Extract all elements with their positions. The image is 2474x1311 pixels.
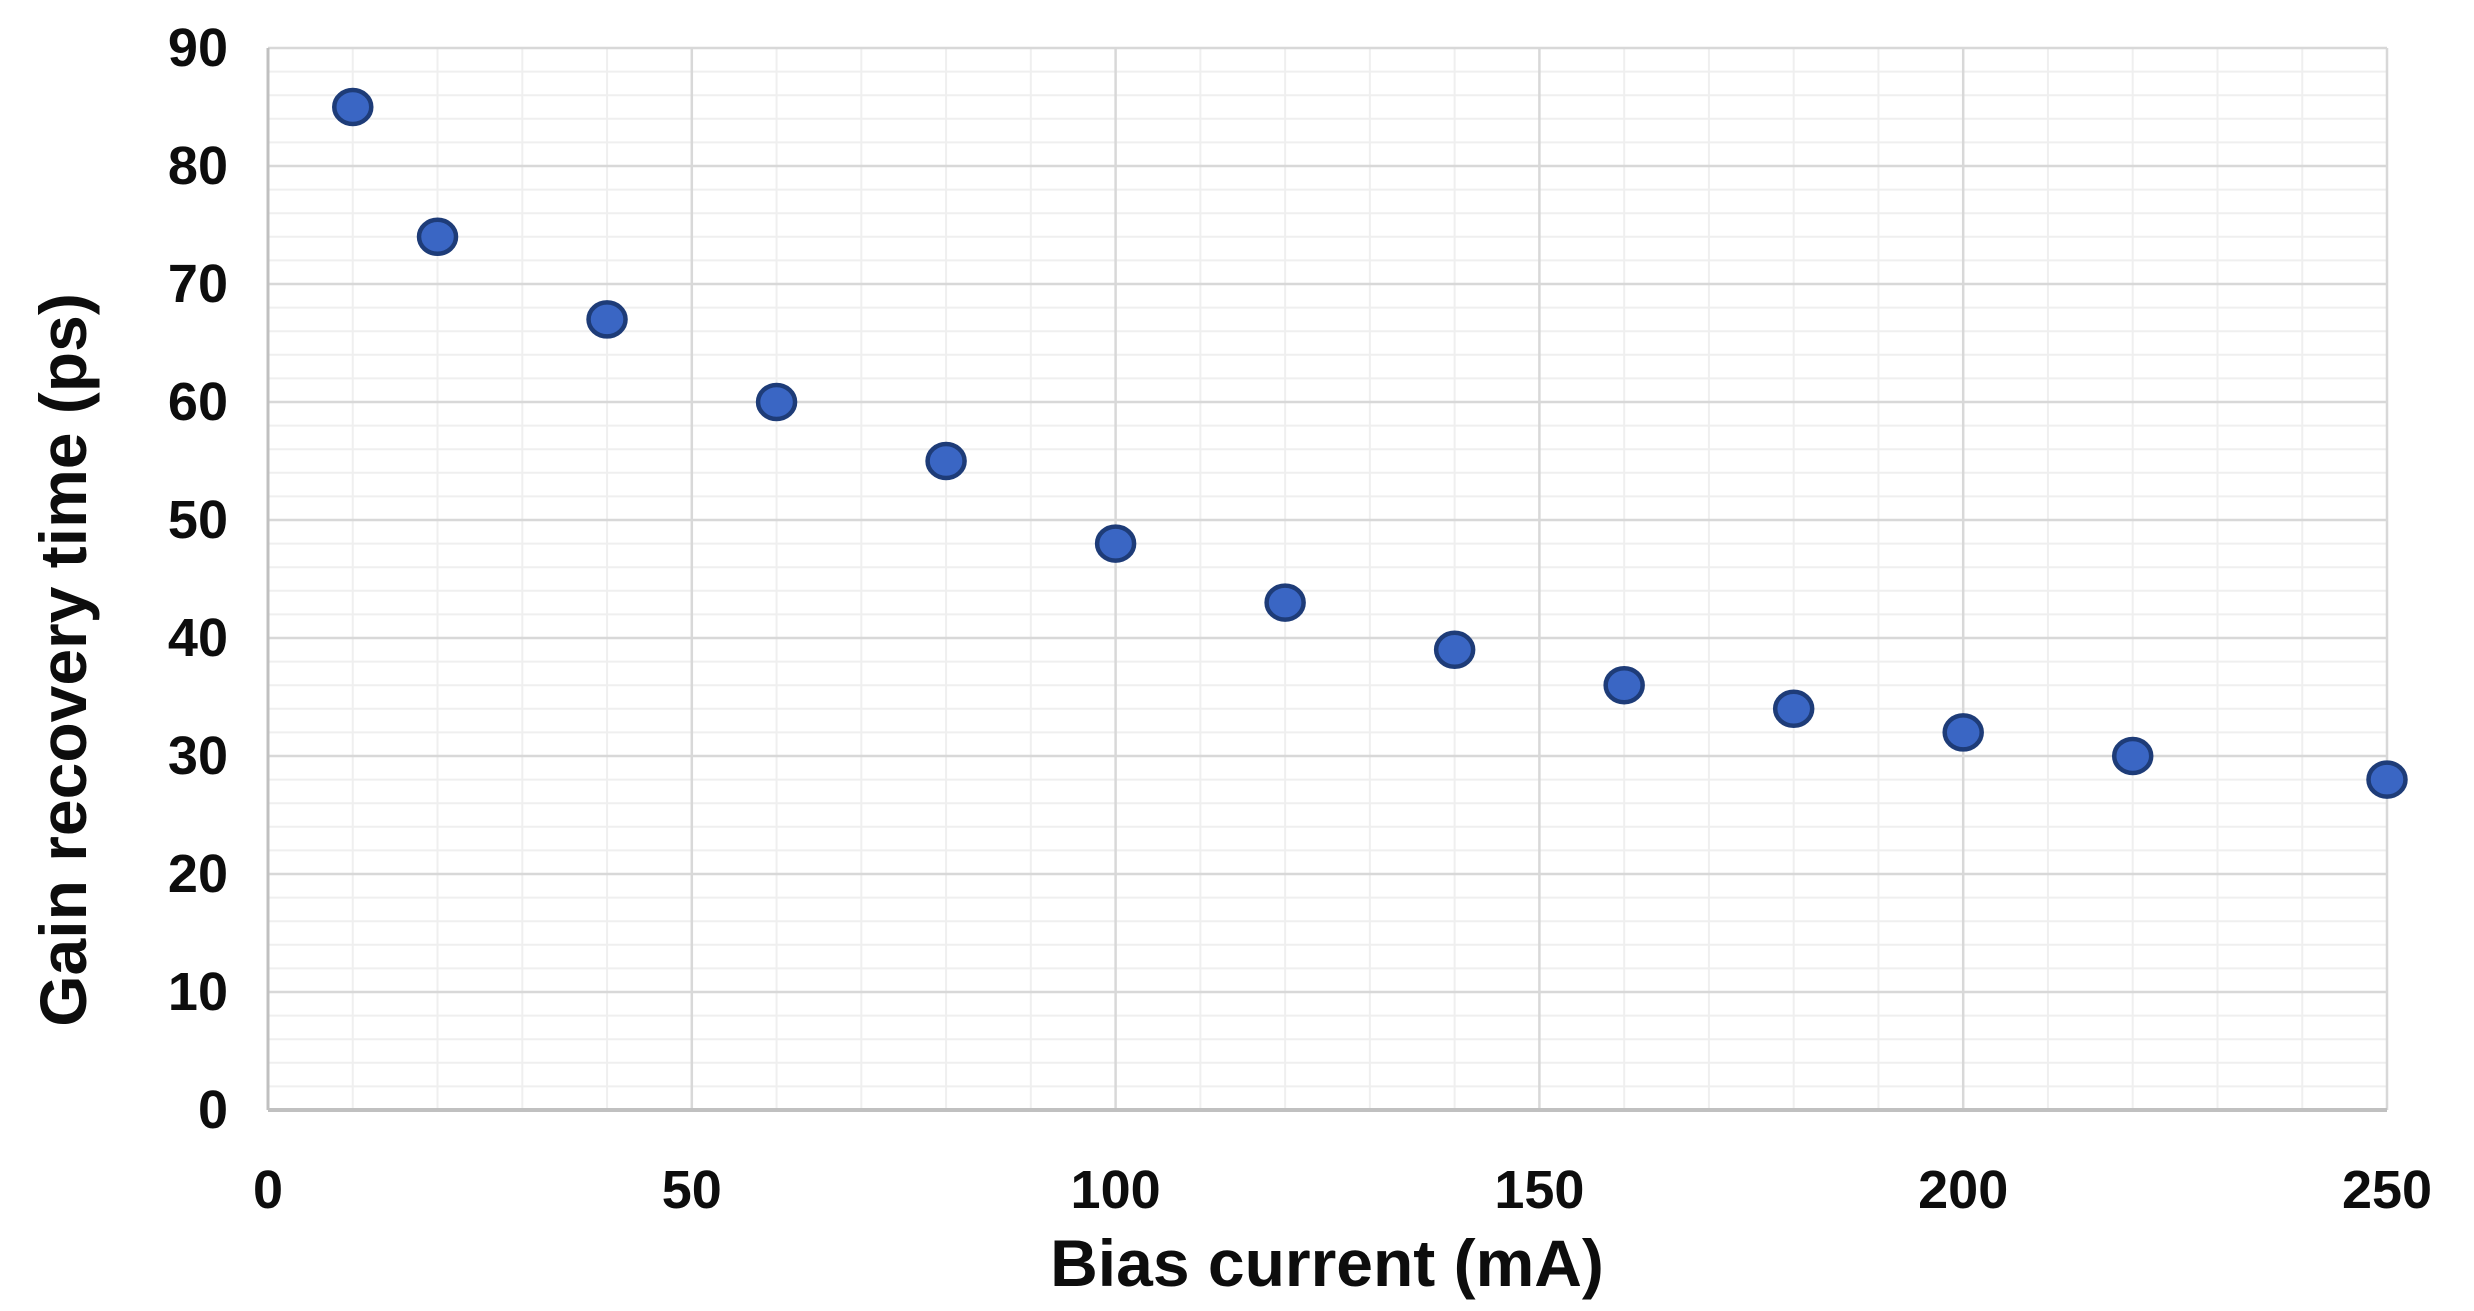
y-axis-title: Gain recovery time (ps) bbox=[26, 293, 100, 1027]
data-point bbox=[755, 382, 798, 422]
y-tick-label: 10 bbox=[168, 962, 228, 1022]
y-tick-labels: 0 10 20 30 40 50 60 70 80 90 bbox=[168, 18, 228, 1140]
x-tick-label: 200 bbox=[1918, 1160, 2008, 1220]
y-tick-label: 50 bbox=[168, 490, 228, 550]
y-tick-label: 60 bbox=[168, 372, 228, 432]
y-tick-label: 30 bbox=[168, 726, 228, 786]
gridlines-major bbox=[266, 46, 2389, 1112]
x-tick-label: 250 bbox=[2342, 1160, 2432, 1220]
y-tick-label: 20 bbox=[168, 844, 228, 904]
data-point bbox=[925, 441, 967, 481]
data-point bbox=[1433, 630, 1476, 670]
x-tick-label: 0 bbox=[253, 1160, 283, 1220]
data-point bbox=[2111, 736, 2154, 776]
data-point bbox=[2366, 760, 2408, 799]
y-tick-label: 70 bbox=[168, 254, 228, 314]
x-tick-labels: 0 50 100 150 200 250 bbox=[253, 1160, 2432, 1220]
axis-lines bbox=[266, 48, 2387, 1112]
data-point bbox=[1603, 665, 1645, 705]
y-tick-label: 90 bbox=[168, 18, 228, 78]
x-tick-label: 150 bbox=[1494, 1160, 1584, 1220]
x-tick-label: 100 bbox=[1071, 1160, 1161, 1220]
data-points bbox=[332, 87, 2408, 799]
data-point bbox=[416, 217, 459, 257]
data-point bbox=[1264, 583, 1306, 622]
data-point bbox=[1942, 713, 1984, 752]
data-point bbox=[332, 87, 374, 127]
y-tick-label: 40 bbox=[168, 608, 228, 668]
y-tick-label: 0 bbox=[198, 1080, 228, 1140]
gridlines-minor bbox=[268, 48, 2387, 1110]
x-axis-title: Bias current (mA) bbox=[1050, 1226, 1604, 1300]
y-tick-label: 80 bbox=[168, 136, 228, 196]
x-tick-label: 50 bbox=[662, 1160, 722, 1220]
data-point bbox=[1094, 524, 1137, 563]
data-point bbox=[586, 300, 628, 339]
data-point bbox=[1772, 689, 1815, 729]
